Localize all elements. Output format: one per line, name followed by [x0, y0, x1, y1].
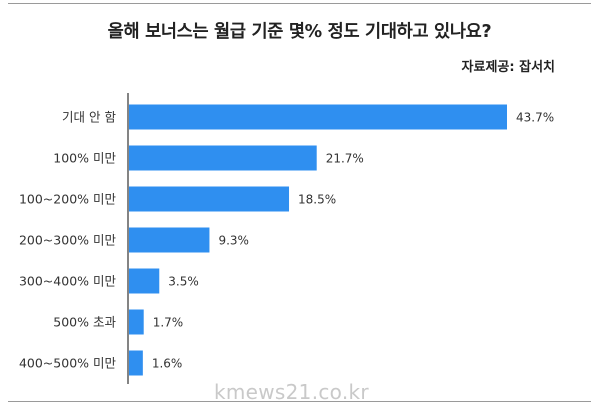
category-label: 200~300% 미만 [19, 233, 117, 248]
value-label: 3.5% [168, 275, 199, 289]
category-label: 100~200% 미만 [19, 192, 117, 207]
bar [129, 309, 144, 335]
bar [129, 227, 210, 253]
value-label: 43.7% [516, 111, 554, 125]
category-label: 100% 미만 [53, 151, 116, 166]
category-label: 300~400% 미만 [19, 274, 117, 289]
watermark: kmews21.co.kr [214, 380, 369, 404]
value-label: 21.7% [326, 152, 364, 166]
value-label: 1.7% [153, 316, 184, 330]
category-label: 기대 안 함 [62, 110, 116, 125]
bar [129, 104, 507, 130]
value-label: 1.6% [152, 357, 183, 371]
bottom-divider [8, 401, 591, 402]
bar [129, 350, 143, 376]
value-label: 18.5% [298, 193, 336, 207]
chart-title: 올해 보너스는 월급 기준 몇% 정도 기대하고 있나요? [107, 22, 492, 42]
category-label: 500% 초과 [53, 315, 116, 330]
top-divider [8, 3, 591, 4]
bar [129, 268, 160, 294]
bar [129, 145, 317, 171]
source-credit: 자료제공: 잡서치 [461, 60, 555, 75]
bar [129, 186, 290, 212]
value-label: 9.3% [218, 234, 249, 248]
category-label: 400~500% 미만 [19, 356, 117, 371]
